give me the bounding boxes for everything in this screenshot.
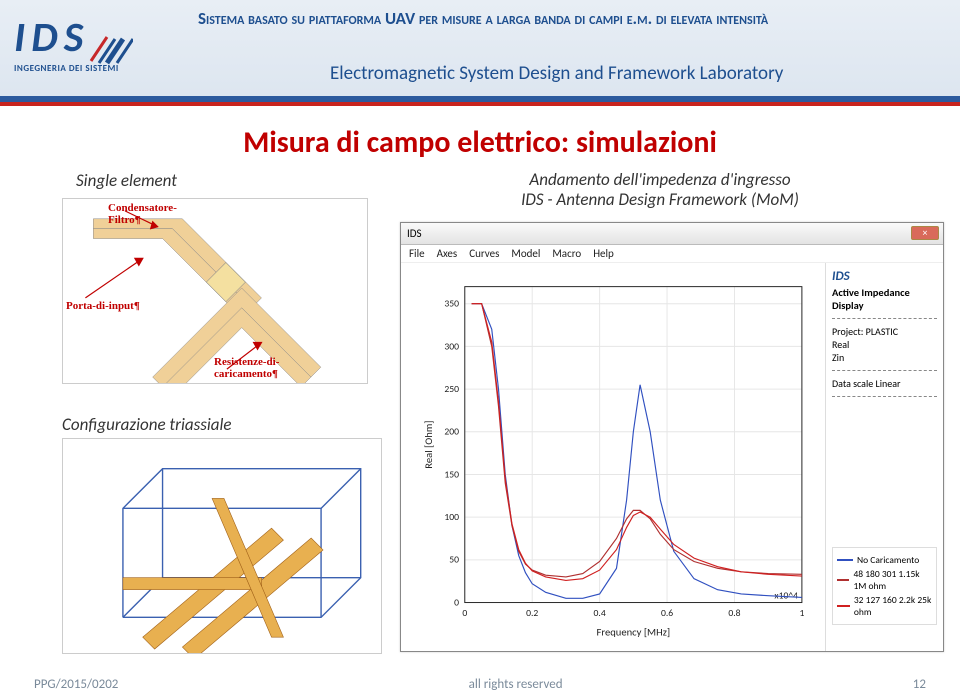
svg-text:0.2: 0.2 bbox=[526, 607, 538, 619]
side-title: Active Impedance Display bbox=[832, 286, 937, 312]
logo-subtitle: INGEGNERIA DEI SISTEMI bbox=[14, 63, 184, 74]
header-title-sub: Electromagnetic System Design and Framew… bbox=[330, 62, 783, 85]
impedance-plot: 00.20.40.60.81050100150200250300350x10^4… bbox=[415, 277, 817, 643]
footer-center: all rights reserved bbox=[469, 677, 563, 692]
value-row: Real bbox=[832, 338, 937, 351]
svg-text:150: 150 bbox=[444, 468, 459, 480]
legend-item: 48 180 301 1.15k 1M ohm bbox=[837, 568, 932, 592]
svg-text:100: 100 bbox=[444, 511, 459, 523]
ann-porta: Porta-di-input¶ bbox=[66, 300, 140, 312]
section-title: Misura di campo elettrico: simulazioni bbox=[0, 124, 960, 161]
logo-stripes-icon bbox=[89, 26, 133, 56]
ids-chart-window: IDS × File Axes Curves Model Macro Help … bbox=[400, 222, 944, 652]
svg-text:300: 300 bbox=[444, 340, 459, 352]
menu-file[interactable]: File bbox=[409, 247, 425, 260]
footer-right: 12 bbox=[913, 677, 926, 692]
svg-text:1: 1 bbox=[799, 607, 804, 619]
svg-text:0: 0 bbox=[462, 607, 467, 619]
svg-text:200: 200 bbox=[444, 426, 459, 438]
window-title: IDS bbox=[407, 227, 422, 240]
svg-text:0.8: 0.8 bbox=[728, 607, 740, 619]
andamento-label: Andamento dell'impedenza d'ingresso IDS … bbox=[470, 170, 850, 211]
header-title-main: Sistema basato su piattaforma UAV per mi… bbox=[198, 8, 948, 29]
footer-left: PPG/2015/0202 bbox=[34, 677, 118, 692]
footer: PPG/2015/0202 all rights reserved 12 bbox=[0, 672, 960, 696]
svg-text:50: 50 bbox=[449, 554, 459, 566]
window-titlebar: IDS × bbox=[401, 223, 943, 245]
menu-macro[interactable]: Macro bbox=[552, 247, 581, 260]
single-element-label: Single element bbox=[76, 170, 177, 191]
plot-area: 00.20.40.60.81050100150200250300350x10^4… bbox=[401, 263, 825, 651]
menu-help[interactable]: Help bbox=[593, 247, 614, 260]
legend-item: 32 127 160 2.2k 25k ohm bbox=[837, 594, 932, 618]
legend: No Caricamento 48 180 301 1.15k 1M ohm32 … bbox=[832, 547, 937, 625]
side-panel: IDS Active Impedance Display Project: PL… bbox=[825, 263, 943, 651]
menubar: File Axes Curves Model Macro Help bbox=[401, 245, 943, 263]
svg-text:Real [Ohm]: Real [Ohm] bbox=[422, 420, 435, 468]
svg-text:0.6: 0.6 bbox=[661, 607, 673, 619]
project-row: Project: PLASTIC bbox=[832, 325, 937, 338]
ann-resistenza: Resistenze-di- caricamento¶ bbox=[214, 356, 279, 380]
zvar-row: Zin bbox=[832, 351, 937, 364]
triaxial-diagram bbox=[62, 438, 382, 654]
ann-condensatore: Condensatore- Filtro¶ bbox=[108, 202, 177, 226]
page-header: IDS INGEGNERIA DEI SISTEMI Sistema basat… bbox=[0, 0, 960, 102]
logo-text: IDS bbox=[14, 12, 184, 63]
config-label: Configurazione triassiale bbox=[62, 414, 232, 435]
svg-text:0: 0 bbox=[454, 596, 459, 608]
menu-axes[interactable]: Axes bbox=[437, 247, 458, 260]
close-icon[interactable]: × bbox=[911, 226, 939, 240]
content: Misura di campo elettrico: simulazioni S… bbox=[0, 118, 960, 670]
side-logo: IDS bbox=[832, 269, 937, 284]
svg-text:Frequency [MHz]: Frequency [MHz] bbox=[597, 625, 671, 638]
svg-text:250: 250 bbox=[444, 383, 459, 395]
svg-text:0.4: 0.4 bbox=[594, 607, 606, 619]
svg-text:350: 350 bbox=[444, 298, 459, 310]
menu-model[interactable]: Model bbox=[511, 247, 540, 260]
menu-curves[interactable]: Curves bbox=[469, 247, 499, 260]
logo: IDS INGEGNERIA DEI SISTEMI bbox=[14, 12, 184, 74]
chart-body: 00.20.40.60.81050100150200250300350x10^4… bbox=[401, 263, 943, 651]
scale-row: Data scale Linear bbox=[832, 377, 937, 390]
legend-item: No Caricamento bbox=[837, 554, 932, 566]
